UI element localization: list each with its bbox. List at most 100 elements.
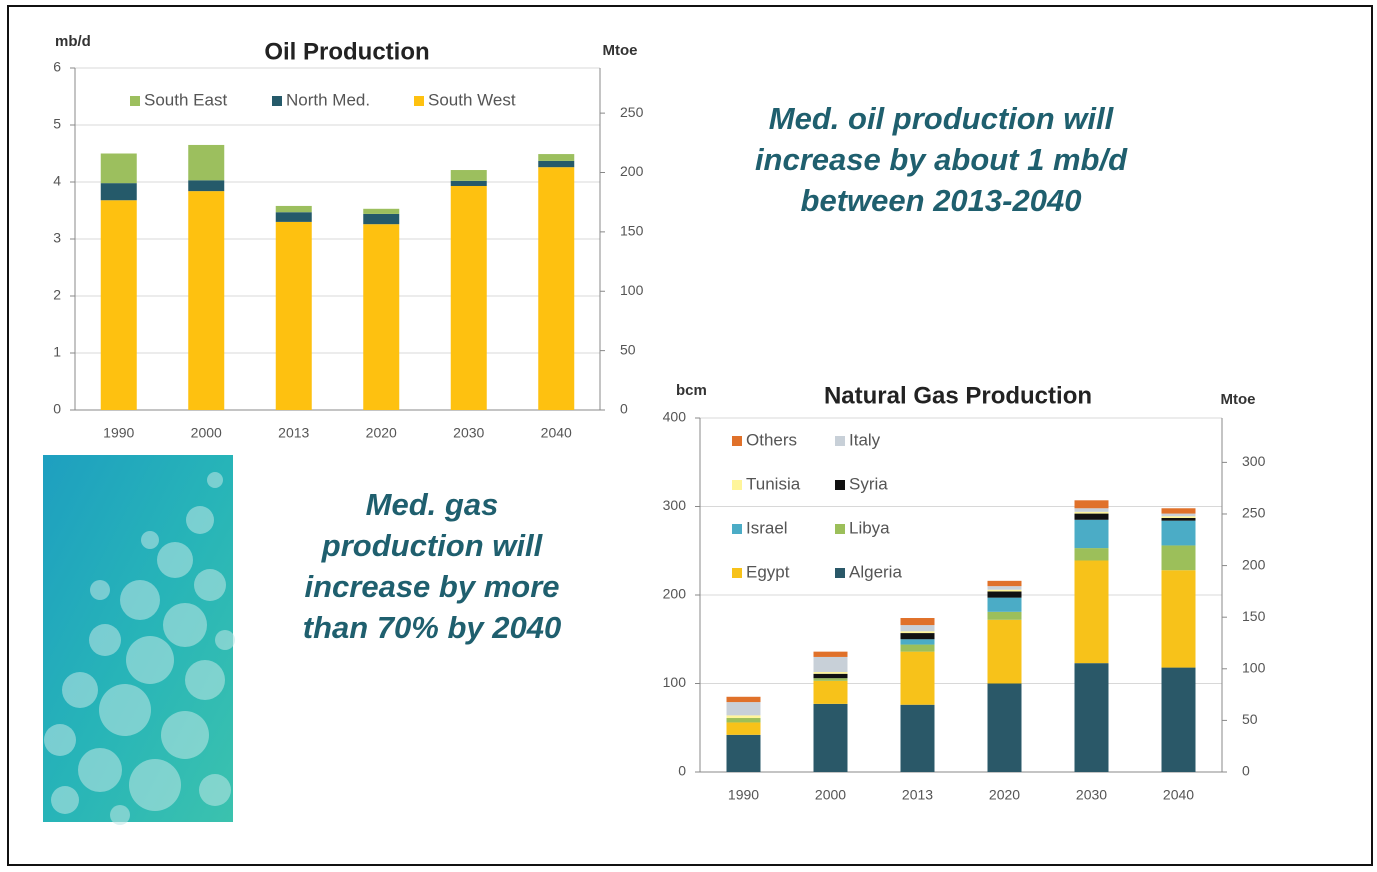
y-tick-label: 4 [53,173,61,189]
bar-segment [813,680,848,704]
y2-tick-label: 150 [1242,608,1266,624]
legend-swatch [732,480,742,490]
bar-segment [275,212,312,222]
bar-segment [900,651,935,705]
bar-segment [726,696,761,703]
callout-text: than 70% by 2040 [303,610,561,645]
y2-tick-label: 200 [620,163,644,179]
chart-title: Oil Production [264,38,429,65]
bar-segment [987,586,1022,590]
bar-segment [813,673,848,679]
bar-segment [1074,500,1109,509]
bar-segment [1161,516,1196,519]
bar-segment [987,591,1022,598]
bar-segment [538,167,575,410]
y2-axis-label: Mtoe [1221,391,1256,408]
y-tick-label: 2 [53,287,61,303]
legend-label: Egypt [746,562,790,581]
y-axis-label: mb/d [55,33,91,50]
legend-swatch [835,524,845,534]
x-tick-label: 2020 [989,787,1020,803]
bar-segment [900,644,935,652]
y2-tick-label: 150 [620,223,644,239]
x-tick-label: 2040 [541,425,572,441]
y-axis-label: bcm [676,382,707,399]
legend-label: North Med. [286,90,370,109]
y-tick-label: 200 [663,586,687,602]
bar-segment [450,185,487,410]
bar-segment [1074,508,1109,512]
y2-tick-label: 250 [1242,505,1266,521]
legend-swatch [732,568,742,578]
x-tick-label: 2000 [815,787,846,803]
y2-tick-label: 200 [1242,556,1266,572]
bar-segment [813,678,848,681]
legend-label: Tunisia [746,474,801,493]
y2-axis-label: Mtoe [603,42,638,59]
bar-segment [726,722,761,735]
bar-segment [450,170,487,181]
bar-segment [188,191,225,410]
bar-segment [1074,548,1109,561]
y2-tick-label: 50 [620,341,636,357]
x-tick-label: 2000 [191,425,222,441]
y-tick-label: 0 [53,401,61,417]
chart-title: Natural Gas Production [824,382,1092,409]
bar-segment [813,671,848,674]
bar-segment [100,153,137,184]
bar-segment [900,633,935,640]
bar-segment [1161,520,1196,546]
legend-swatch [732,524,742,534]
bar-segment [100,183,137,201]
y-tick-label: 0 [678,763,686,779]
bar-segment [813,656,848,672]
y-tick-label: 300 [663,497,687,513]
bar-segment [188,144,225,181]
bar-segment [987,589,1022,592]
callout-text: Med. oil production will [769,101,1115,136]
bar-segment [1074,519,1109,549]
bar-segment [538,160,575,168]
legend-label: Others [746,430,797,449]
x-tick-label: 2013 [902,787,933,803]
x-tick-label: 1990 [103,425,134,441]
bar-segment [1161,518,1196,521]
bar-segment [1161,513,1196,517]
legend-swatch [272,96,282,106]
bar-segment [275,205,312,213]
bar-segment [987,597,1022,612]
bar-segment [1161,545,1196,571]
y-tick-label: 400 [663,409,687,425]
x-tick-label: 2013 [278,425,309,441]
bar-segment [726,702,761,716]
bar-segment [900,625,935,632]
legend-swatch [130,96,140,106]
bar-segment [813,703,848,772]
bar-segment [1074,513,1109,520]
bar-segment [726,715,761,719]
y2-tick-label: 300 [1242,453,1266,469]
y-tick-label: 5 [53,116,61,132]
legend-label: Syria [849,474,888,493]
bar-segment [1161,508,1196,514]
bar-segment [900,618,935,626]
bar-segment [726,734,761,772]
bar-segment [900,639,935,645]
bar-segment [987,580,1022,587]
x-tick-label: 2040 [1163,787,1194,803]
bar-segment [538,154,575,161]
bar-segment [987,611,1022,620]
y2-tick-label: 0 [1242,763,1250,779]
bar-segment [1161,667,1196,772]
bar-segment [726,718,761,723]
y-tick-label: 3 [53,230,61,246]
callout-text: between 2013-2040 [801,183,1082,218]
y-tick-label: 1 [53,344,61,360]
legend-swatch [835,436,845,446]
y-tick-label: 6 [53,59,61,75]
bar-segment [1074,511,1109,514]
y-tick-label: 100 [663,674,687,690]
legend-swatch [835,480,845,490]
bar-segment [100,200,137,410]
